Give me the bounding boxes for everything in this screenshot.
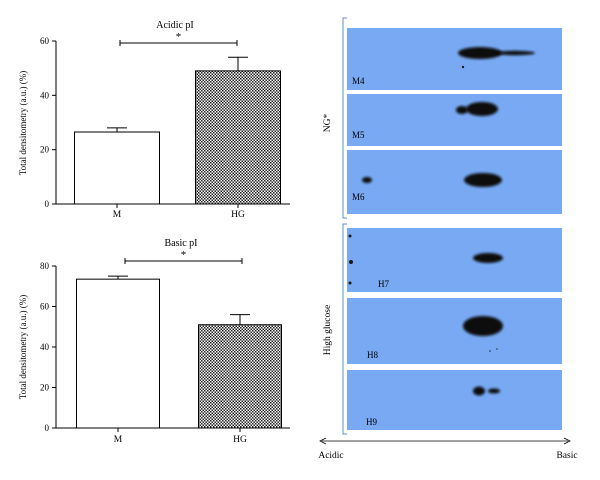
protein-spot xyxy=(488,388,500,394)
y-tick-label: 40 xyxy=(40,342,50,352)
right-arrow-icon xyxy=(563,437,571,445)
protein-spot xyxy=(348,234,352,238)
blot-background xyxy=(347,228,562,292)
blot-background xyxy=(347,28,562,90)
x-tick-label: M xyxy=(114,435,123,445)
protein-spot xyxy=(362,177,372,183)
blot-panels: NG* High glucose M4 M5 M6 xyxy=(318,17,578,461)
blot-panel-m4: M4 xyxy=(347,28,562,90)
group-bracket xyxy=(342,17,347,219)
significance-star: * xyxy=(176,31,182,43)
blot-background xyxy=(347,370,562,430)
protein-spot xyxy=(496,348,498,350)
protein-spot xyxy=(349,260,353,264)
bar xyxy=(195,70,281,205)
y-tick-label: 80 xyxy=(40,261,50,271)
x-tick-label: M xyxy=(113,210,122,220)
acidic-pi-chart: Acidic pI Total densitometry (a.u.) (%) … xyxy=(18,20,290,220)
blot-label: H9 xyxy=(366,417,377,427)
blot-panel-h7: H7 xyxy=(347,228,562,292)
protein-spot xyxy=(456,106,468,114)
protein-spot xyxy=(463,316,503,336)
blot-label: M5 xyxy=(352,130,365,140)
protein-spot xyxy=(473,386,485,396)
x-tick-label: HG xyxy=(233,435,247,445)
protein-spot xyxy=(464,173,502,187)
blot-panel-m6: M6 xyxy=(347,150,562,214)
basic-pi-chart: Basic pI Total densitometry (a.u.) (%) 0… xyxy=(18,238,290,445)
y-axis-label: Total densitometry (a.u.) (%) xyxy=(18,71,28,176)
basic-label: Basic xyxy=(556,451,577,461)
y-tick-label: 0 xyxy=(45,423,50,433)
y-tick-label: 20 xyxy=(40,145,50,155)
blot-panel-h9: H9 xyxy=(347,370,562,430)
group-label-high-glucose: High glucose xyxy=(323,305,333,355)
blot-label: M4 xyxy=(352,76,365,86)
protein-spot xyxy=(348,281,352,285)
protein-spot xyxy=(489,350,491,352)
blot-panel-m5: M5 xyxy=(347,94,562,146)
y-tick-label: 40 xyxy=(40,90,50,100)
y-tick-label: 20 xyxy=(40,383,50,393)
y-tick-label: 60 xyxy=(40,36,50,46)
protein-spot xyxy=(495,50,535,56)
pi-axis: Acidic Basic xyxy=(318,437,578,461)
left-arrow-icon xyxy=(319,437,327,445)
chart-title: Basic pI xyxy=(164,238,197,249)
bar xyxy=(76,278,160,429)
bar xyxy=(198,324,282,429)
blot-panel-h8: H8 xyxy=(347,298,562,364)
protein-spot xyxy=(473,253,503,263)
blot-background xyxy=(347,94,562,146)
group-label-ng: NG* xyxy=(323,114,333,133)
protein-spot xyxy=(466,102,498,116)
protein-spot xyxy=(461,65,465,69)
y-axis-label: Total densitometry (a.u.) (%) xyxy=(18,295,28,400)
y-tick-label: 0 xyxy=(45,199,50,209)
y-tick-label: 60 xyxy=(40,302,50,312)
acidic-label: Acidic xyxy=(318,451,343,461)
blot-background xyxy=(347,150,562,214)
blot-label: M6 xyxy=(352,192,365,202)
blot-label: H7 xyxy=(378,279,389,289)
blot-label: H8 xyxy=(367,350,378,360)
significance-star: * xyxy=(181,249,187,261)
group-bracket xyxy=(342,223,347,435)
blot-background xyxy=(347,298,562,364)
bar xyxy=(74,131,160,205)
protein-spot xyxy=(458,47,502,59)
x-tick-label: HG xyxy=(231,210,245,220)
chart-title: Acidic pI xyxy=(156,20,194,31)
